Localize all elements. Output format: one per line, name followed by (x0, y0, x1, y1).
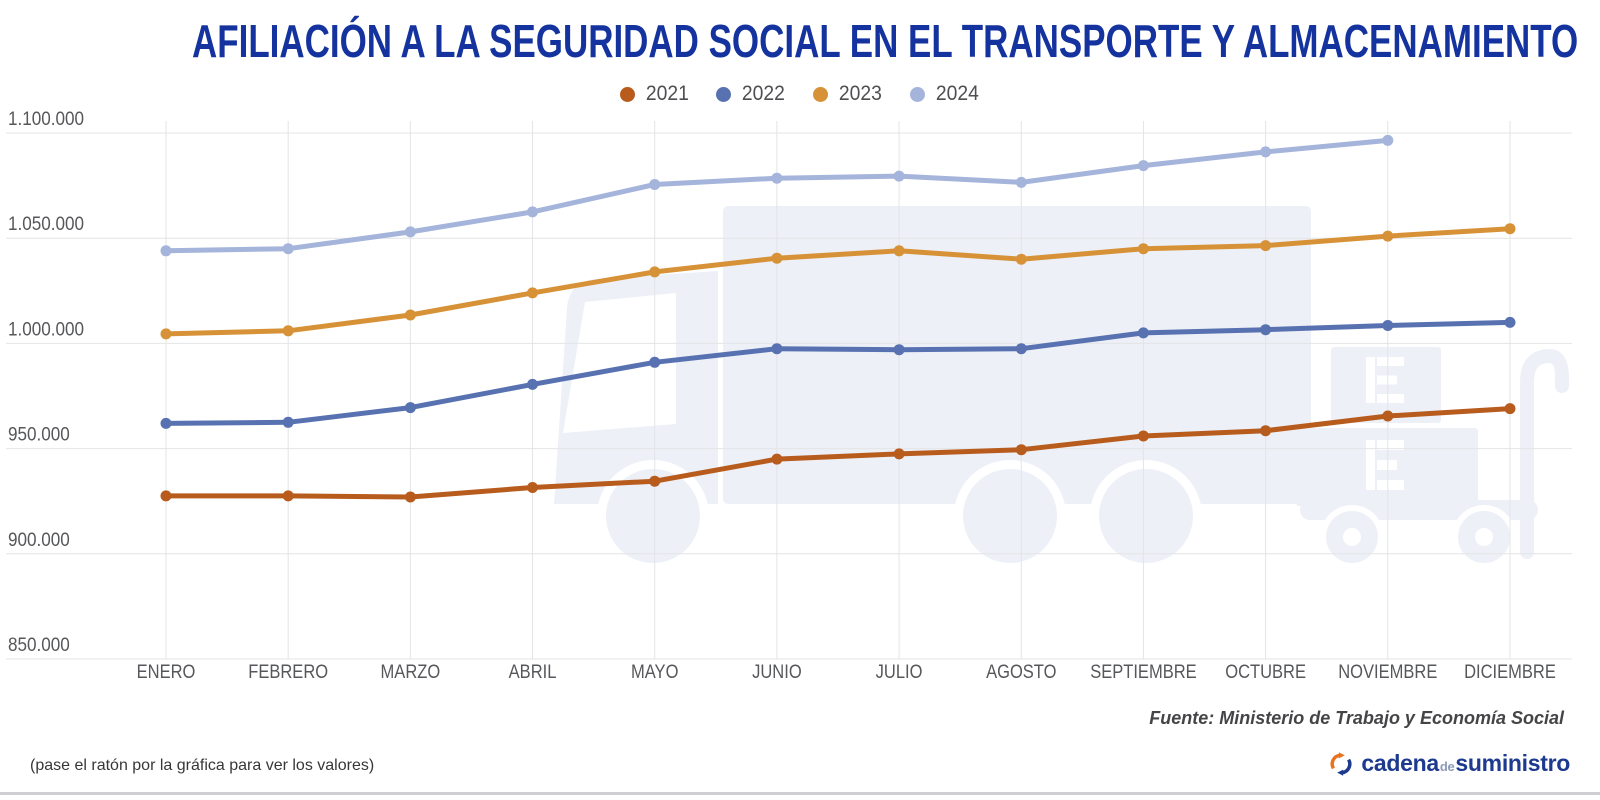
legend-label-2022: 2022 (742, 82, 786, 105)
truck-watermark (554, 206, 1569, 572)
page-title: AFILIACIÓN A LA SEGURIDAD SOCIAL EN EL T… (192, 15, 1579, 67)
svg-text:OCTUBRE: OCTUBRE (1225, 661, 1306, 682)
brand-word-cadena: cadena (1361, 750, 1439, 776)
svg-text:MAYO: MAYO (631, 661, 678, 682)
legend-item-2021[interactable]: 2021 (619, 82, 691, 106)
svg-text:FEBRERO: FEBRERO (248, 661, 328, 682)
svg-text:900.000: 900.000 (8, 529, 70, 550)
brand-word-de: de (1439, 759, 1455, 774)
chart-legend: 2021 2022 2023 2024 (0, 82, 1600, 106)
svg-text:MARZO: MARZO (381, 661, 441, 682)
series-2021[interactable] (160, 403, 1516, 503)
svg-text:NOVIEMBRE: NOVIEMBRE (1338, 661, 1437, 682)
x-axis-labels: ENERO FEBRERO MARZO ABRIL MAYO JUNIO JULIO AGOS… (137, 661, 1556, 682)
legend-item-2024[interactable]: 2024 (909, 82, 981, 106)
bottom-divider (0, 792, 1600, 795)
brand-logo[interactable]: cadenadesuministro (1328, 750, 1570, 777)
svg-text:1.000.000: 1.000.000 (8, 319, 84, 340)
brand-word-suministro: suministro (1455, 750, 1570, 776)
legend-dot-2022 (716, 86, 732, 102)
brand-wordmark: cadenadesuministro (1361, 750, 1570, 777)
svg-text:ENERO: ENERO (137, 661, 196, 682)
hover-hint: (pase el ratón por la gráfica para ver l… (30, 757, 375, 774)
legend-dot-2024 (909, 86, 925, 102)
series-2024[interactable] (160, 134, 1394, 257)
series-2023[interactable] (160, 223, 1516, 340)
legend-dot-2021 (619, 86, 635, 102)
svg-text:JUNIO: JUNIO (752, 661, 802, 682)
line-chart[interactable]: 1.100.000 1.050.000 1.000.000 950.000 900.00… (0, 0, 1600, 700)
svg-text:1.050.000: 1.050.000 (8, 213, 84, 234)
legend-item-2022[interactable]: 2022 (716, 82, 787, 106)
svg-text:AGOSTO: AGOSTO (986, 661, 1056, 682)
svg-text:ABRIL: ABRIL (509, 661, 557, 682)
svg-text:SEPTIEMBRE: SEPTIEMBRE (1090, 661, 1197, 682)
legend-label-2023: 2023 (838, 82, 882, 105)
svg-text:JULIO: JULIO (876, 661, 923, 682)
svg-text:1.100.000: 1.100.000 (8, 108, 84, 129)
svg-text:950.000: 950.000 (8, 424, 70, 445)
source-note: Fuente: Ministerio de Trabajo y Economía… (1149, 708, 1564, 728)
gridlines (6, 121, 1572, 660)
legend-item-2023[interactable]: 2023 (813, 82, 884, 106)
series-2022[interactable] (160, 316, 1516, 429)
svg-text:850.000: 850.000 (8, 634, 70, 655)
cycle-arrows-icon (1330, 751, 1352, 776)
legend-label-2024: 2024 (935, 82, 979, 105)
legend-label-2021: 2021 (645, 82, 689, 105)
svg-text:DICIEMBRE: DICIEMBRE (1464, 661, 1556, 682)
y-axis-labels: 1.100.000 1.050.000 1.000.000 950.000 900.00… (8, 108, 84, 655)
legend-dot-2023 (813, 86, 828, 102)
